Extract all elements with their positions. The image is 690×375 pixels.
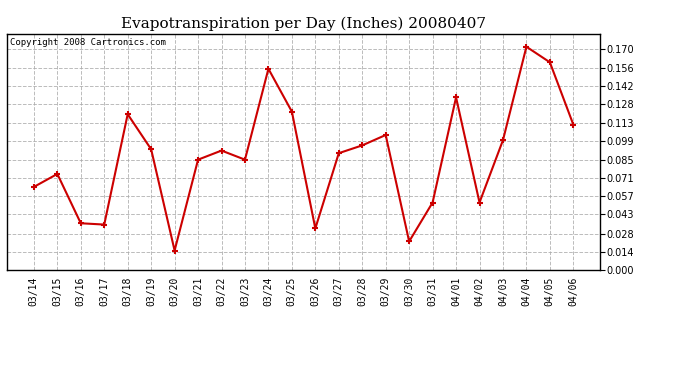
Title: Evapotranspiration per Day (Inches) 20080407: Evapotranspiration per Day (Inches) 2008… [121, 17, 486, 31]
Text: Copyright 2008 Cartronics.com: Copyright 2008 Cartronics.com [10, 39, 166, 48]
